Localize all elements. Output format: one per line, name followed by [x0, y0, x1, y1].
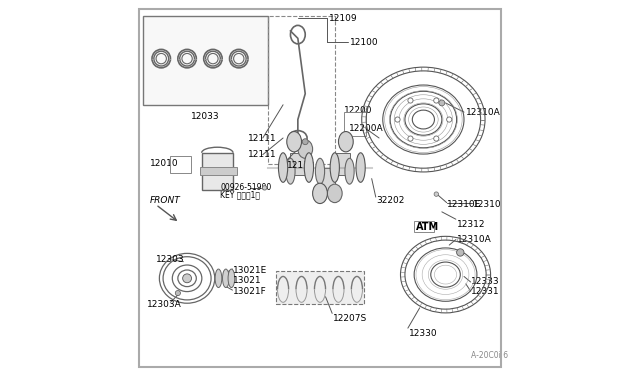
Ellipse shape	[328, 184, 342, 203]
Text: A-20C0i 6: A-20C0i 6	[472, 351, 509, 360]
Text: FRONT: FRONT	[150, 196, 181, 205]
Circle shape	[434, 192, 438, 196]
Text: ATM: ATM	[416, 222, 439, 232]
Ellipse shape	[215, 269, 222, 288]
Text: 12331: 12331	[472, 287, 500, 296]
Ellipse shape	[223, 269, 229, 288]
Bar	[414, 221, 435, 232]
Ellipse shape	[312, 183, 328, 203]
Circle shape	[182, 274, 191, 283]
Bar	[335, 153, 349, 175]
Circle shape	[434, 98, 439, 103]
Text: 13021E: 13021E	[233, 266, 268, 275]
Text: 12310: 12310	[473, 200, 502, 209]
Bar	[344, 112, 366, 136]
Circle shape	[434, 136, 439, 141]
Ellipse shape	[339, 132, 353, 152]
Circle shape	[302, 139, 308, 145]
Circle shape	[287, 139, 293, 145]
Text: 12109: 12109	[329, 13, 358, 22]
Text: 12100: 12100	[349, 38, 378, 46]
Circle shape	[447, 117, 452, 122]
Bar	[320, 167, 335, 190]
Circle shape	[439, 100, 445, 106]
Text: 12010: 12010	[150, 159, 179, 169]
Text: 12200A: 12200A	[349, 124, 383, 133]
Bar	[291, 153, 305, 175]
Text: 12330: 12330	[408, 329, 437, 338]
Text: 12200: 12200	[344, 106, 372, 115]
Bar	[202, 153, 233, 190]
Bar	[276, 271, 364, 304]
Text: 13021F: 13021F	[233, 287, 267, 296]
Text: 12310A: 12310A	[456, 235, 492, 244]
Ellipse shape	[345, 158, 354, 184]
Text: 12303: 12303	[156, 255, 184, 264]
Ellipse shape	[286, 158, 295, 184]
Ellipse shape	[287, 132, 301, 152]
Text: 12033: 12033	[191, 112, 220, 121]
Text: 13021: 13021	[233, 276, 262, 285]
Text: 12111: 12111	[248, 150, 276, 159]
Text: 12310E: 12310E	[447, 200, 482, 209]
Text: KEY キー（1）: KEY キー（1）	[220, 191, 260, 200]
Text: 12112: 12112	[287, 161, 316, 170]
Text: 00926-51900: 00926-51900	[220, 183, 271, 192]
Ellipse shape	[228, 269, 235, 288]
Ellipse shape	[278, 153, 288, 182]
Circle shape	[395, 117, 400, 122]
Bar	[143, 16, 268, 105]
Ellipse shape	[298, 140, 312, 158]
Circle shape	[456, 249, 464, 256]
Ellipse shape	[304, 153, 314, 182]
Ellipse shape	[330, 153, 339, 182]
Circle shape	[262, 186, 267, 190]
Bar	[268, 16, 335, 164]
Circle shape	[408, 98, 413, 103]
Text: 12111: 12111	[248, 134, 276, 142]
Circle shape	[175, 291, 180, 296]
Text: 12310A: 12310A	[466, 108, 500, 117]
Text: 12207S: 12207S	[333, 314, 367, 323]
Text: 12333: 12333	[472, 278, 500, 286]
Text: 12303A: 12303A	[147, 300, 182, 309]
Bar	[200, 167, 237, 175]
Text: 12312: 12312	[456, 220, 485, 229]
Text: 32202: 32202	[376, 196, 405, 205]
Bar	[170, 157, 191, 173]
Circle shape	[408, 136, 413, 141]
Ellipse shape	[356, 153, 365, 182]
Ellipse shape	[316, 158, 324, 184]
